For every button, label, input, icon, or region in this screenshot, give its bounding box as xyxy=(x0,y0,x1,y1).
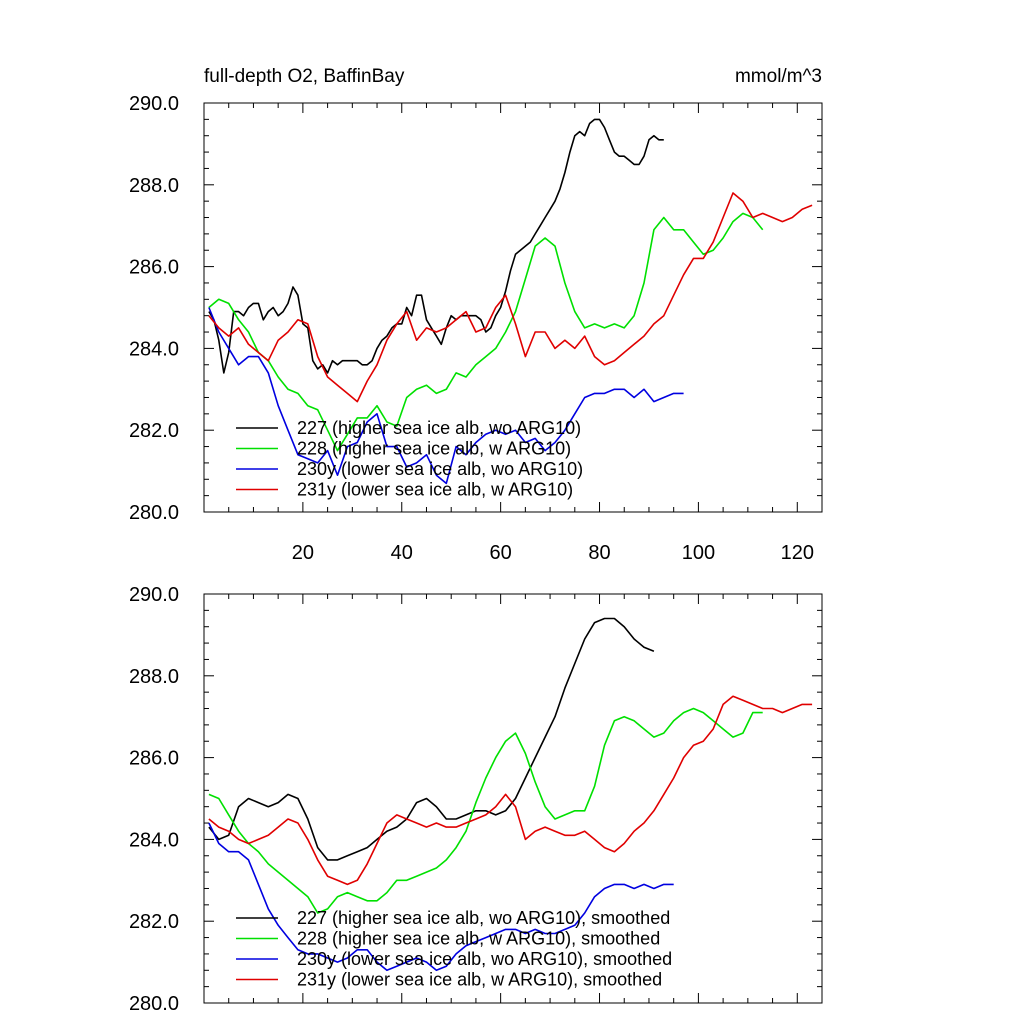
series-line-1 xyxy=(208,212,764,452)
y-tick-label: 286.0 xyxy=(129,748,179,770)
y-tick-label: 288.0 xyxy=(129,666,179,688)
panel-top: 280.0 282.0 284.0 286.0 288.0 290.0 20 40 60 80 10… xyxy=(129,66,823,564)
x-tick-label: 60 xyxy=(490,542,512,564)
y-tick-label: 280.0 xyxy=(129,993,179,1015)
series-line-1 xyxy=(208,707,763,914)
units-label: mmol/m^3 xyxy=(735,66,822,87)
legend-label-2: 230y (lower sea ice alb, wo ARG10), smoo… xyxy=(297,949,672,969)
legend-label-3: 231y (lower sea ice alb, w ARG10) xyxy=(297,480,573,500)
plot-frame xyxy=(203,593,823,1004)
series-line-3 xyxy=(208,695,813,886)
legend-label-2: 230y (lower sea ice alb, wo ARG10) xyxy=(297,459,583,479)
y-tick-label: 288.0 xyxy=(129,175,179,197)
legend-label-0: 227 (higher sea ice alb, wo ARG10) xyxy=(297,418,581,438)
y-tick-label: 286.0 xyxy=(129,257,179,279)
x-tick-label: 100 xyxy=(682,542,715,564)
chart-title: full-depth O2, BaffinBay xyxy=(204,66,405,87)
series-line-3 xyxy=(208,192,813,403)
series-line-0 xyxy=(208,118,664,374)
y-tick-label: 284.0 xyxy=(129,338,179,360)
panel-bottom: 280.0 282.0 284.0 286.0 288.0 290.0 227 (highe… xyxy=(129,584,823,1015)
y-tick-label: 284.0 xyxy=(129,829,179,851)
y-tick-label: 282.0 xyxy=(129,911,179,933)
y-tick-label: 280.0 xyxy=(129,502,179,524)
y-tick-label: 290.0 xyxy=(129,93,179,115)
y-tick-label: 290.0 xyxy=(129,584,179,606)
x-tick-label: 20 xyxy=(292,542,314,564)
series-line-2 xyxy=(208,307,684,485)
x-tick-label: 80 xyxy=(588,542,610,564)
x-tick-label: 120 xyxy=(781,542,814,564)
legend-label-3: 231y (lower sea ice alb, w ARG10), smoot… xyxy=(297,970,662,990)
legend-label-0: 227 (higher sea ice alb, wo ARG10), smoo… xyxy=(297,908,670,928)
plot-frame xyxy=(203,102,823,513)
series-line-0 xyxy=(208,617,655,861)
y-tick-label: 282.0 xyxy=(129,420,179,442)
series-line-2 xyxy=(208,822,674,972)
x-tick-label: 40 xyxy=(391,542,413,564)
legend-label-1: 228 (higher sea ice alb, w ARG10), smoot… xyxy=(297,929,660,949)
legend-label-1: 228 (higher sea ice alb, w ARG10) xyxy=(297,439,571,459)
